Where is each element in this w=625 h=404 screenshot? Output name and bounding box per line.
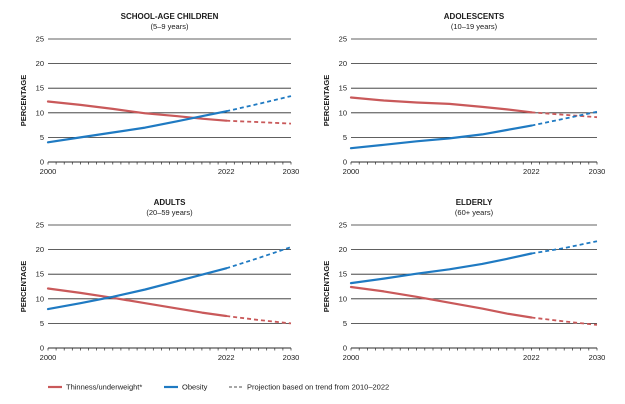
y-tick-label: 15 xyxy=(36,270,44,279)
y-tick-label: 10 xyxy=(339,108,347,117)
projection-line-obesity xyxy=(531,240,598,255)
x-tick-label: 2030 xyxy=(283,353,300,362)
y-axis-label: PERCENTAGE xyxy=(322,75,331,127)
chart-panels: SCHOOL-AGE CHILDREN(5–9 years) 0 5 10 15 20 25… xyxy=(19,12,605,362)
y-axis-label: PERCENTAGE xyxy=(19,261,28,313)
y-tick-label: 10 xyxy=(36,108,44,117)
legend-label: Thinness/underweight* xyxy=(66,383,142,392)
y-tick-label: 5 xyxy=(343,319,347,328)
series-line-thinness xyxy=(46,287,228,318)
chart-panel-4: ELDERLY(60+ years) 0 5 10 15 20 25 2000 2022 2030… xyxy=(322,198,605,362)
y-tick-label: 20 xyxy=(339,245,347,254)
y-tick-label: 5 xyxy=(343,133,347,142)
y-tick-label: 0 xyxy=(40,344,44,353)
series-line-obesity xyxy=(46,110,228,144)
chart-panel-3: ADULTS(20–59 years) 0 5 10 15 20 25 2000 2022 203… xyxy=(19,198,299,362)
legend: Thinness/underweight* Obesity Projection b… xyxy=(48,383,389,392)
series-line-thinness xyxy=(46,100,228,122)
chart-panel-2: ADOLESCENTS(10–19 years) 0 5 10 15 20 25 2000 20… xyxy=(322,12,605,176)
y-tick-label: 0 xyxy=(343,158,347,167)
x-tick-label: 2022 xyxy=(523,353,540,362)
chart-subtitle: (20–59 years) xyxy=(146,208,193,217)
legend-label: Obesity xyxy=(182,383,208,392)
projection-line-thinness xyxy=(226,119,292,125)
chart-title: ADULTS xyxy=(154,198,187,207)
chart-subtitle: (10–19 years) xyxy=(451,22,498,31)
legend-item-thinness: Thinness/underweight* xyxy=(48,383,142,392)
x-tick-label: 2000 xyxy=(40,353,57,362)
legend-item-obesity: Obesity xyxy=(164,383,208,392)
y-tick-label: 10 xyxy=(339,294,347,303)
y-tick-label: 20 xyxy=(339,59,347,68)
series-line-obesity xyxy=(349,252,533,285)
projection-line-obesity xyxy=(225,95,292,113)
x-tick-label: 2000 xyxy=(40,167,57,176)
y-tick-label: 5 xyxy=(40,133,44,142)
y-axis-label: PERCENTAGE xyxy=(19,75,28,127)
y-tick-label: 0 xyxy=(40,158,44,167)
y-tick-label: 25 xyxy=(339,35,347,44)
chart-panel-1: SCHOOL-AGE CHILDREN(5–9 years) 0 5 10 15 20 25… xyxy=(19,12,299,176)
x-tick-label: 2000 xyxy=(343,167,360,176)
series-line-obesity xyxy=(46,267,228,311)
y-tick-label: 25 xyxy=(36,35,44,44)
series-line-obesity xyxy=(349,124,533,150)
projection-line-thinness xyxy=(226,315,292,325)
y-tick-label: 25 xyxy=(36,221,44,230)
series-line-thinness xyxy=(349,285,533,319)
chart-subtitle: (5–9 years) xyxy=(151,22,189,31)
x-tick-label: 2030 xyxy=(589,353,606,362)
series-line-thinness xyxy=(349,96,533,114)
legend-label: Projection based on trend from 2010–2022 xyxy=(247,383,389,392)
chart-title: ADOLESCENTS xyxy=(444,12,505,21)
y-axis-label: PERCENTAGE xyxy=(322,261,331,313)
x-tick-label: 2030 xyxy=(283,167,300,176)
y-tick-label: 5 xyxy=(40,319,44,328)
chart-title: SCHOOL-AGE CHILDREN xyxy=(121,12,219,21)
y-tick-label: 20 xyxy=(36,245,44,254)
y-tick-label: 15 xyxy=(339,270,347,279)
x-tick-label: 2030 xyxy=(589,167,606,176)
x-tick-label: 2000 xyxy=(343,353,360,362)
y-tick-label: 25 xyxy=(339,221,347,230)
x-tick-label: 2022 xyxy=(218,353,235,362)
y-tick-label: 0 xyxy=(343,344,347,353)
projection-line-thinness xyxy=(531,111,598,119)
y-tick-label: 15 xyxy=(36,84,44,93)
legend-item-projection: Projection based on trend from 2010–2022 xyxy=(229,383,389,392)
chart-title: ELDERLY xyxy=(456,198,493,207)
chart-subtitle: (60+ years) xyxy=(455,208,494,217)
y-tick-label: 10 xyxy=(36,294,44,303)
y-tick-label: 20 xyxy=(36,59,44,68)
x-tick-label: 2022 xyxy=(523,167,540,176)
projection-line-obesity xyxy=(225,246,292,270)
x-tick-label: 2022 xyxy=(218,167,235,176)
y-tick-label: 15 xyxy=(339,84,347,93)
